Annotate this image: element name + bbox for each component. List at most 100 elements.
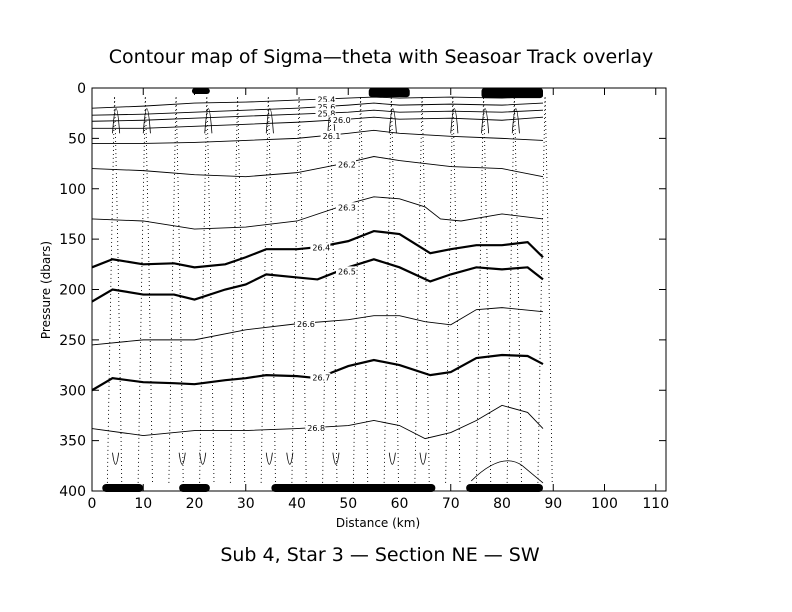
x-tick-label: 60 bbox=[391, 496, 409, 512]
contour-label-bg bbox=[315, 94, 336, 104]
contour-label-bg bbox=[336, 266, 356, 276]
contour-label: 26.0 bbox=[333, 116, 351, 125]
contour-label: 26.8 bbox=[307, 424, 325, 433]
track-profile bbox=[475, 96, 492, 483]
contour-line bbox=[91, 156, 544, 178]
contour-label: 26.3 bbox=[338, 203, 356, 212]
x-tick-label: 20 bbox=[186, 496, 204, 512]
y-tick-label: 300 bbox=[59, 383, 86, 399]
y-tick-label: 200 bbox=[59, 283, 86, 299]
x-tick-label: 30 bbox=[237, 496, 255, 512]
y-tick-label: 0 bbox=[77, 81, 86, 97]
bottom-blob bbox=[271, 483, 436, 493]
track-profile bbox=[445, 96, 461, 483]
plot-frame bbox=[91, 87, 667, 492]
x-axis-label: Distance (km) bbox=[336, 516, 420, 530]
x-tick-label: 10 bbox=[134, 496, 152, 512]
contour-line bbox=[91, 95, 544, 109]
y-tick-label: 350 bbox=[59, 434, 86, 450]
contour-line bbox=[92, 129, 544, 144]
track-bottom-hook bbox=[332, 452, 340, 465]
track-surface-loop bbox=[388, 108, 397, 134]
contour-label-bg bbox=[330, 115, 351, 125]
contour-label: 26.5 bbox=[338, 267, 356, 276]
track-profile bbox=[199, 96, 215, 483]
track-profile bbox=[352, 96, 369, 483]
contour-label: 26.1 bbox=[323, 132, 341, 141]
surface-blob bbox=[481, 88, 543, 99]
contour-label: 25.4 bbox=[318, 95, 336, 104]
x-tick-label: 100 bbox=[591, 496, 618, 512]
contour-line bbox=[91, 353, 544, 392]
contour-label-bg bbox=[320, 130, 341, 140]
track-profile bbox=[168, 96, 184, 483]
contour-label: 26.4 bbox=[312, 244, 330, 253]
small-contour bbox=[470, 460, 544, 484]
contour-label: 25.8 bbox=[318, 109, 336, 118]
contour-line bbox=[91, 196, 544, 230]
track-bottom-hook bbox=[178, 452, 186, 465]
track-surface-loop bbox=[511, 108, 520, 134]
x-tick-label: 0 bbox=[88, 496, 97, 512]
contour-label-bg bbox=[336, 202, 356, 212]
contour-label-bg bbox=[310, 372, 331, 382]
track-bottom-hook bbox=[112, 452, 120, 465]
contour-label: 25.6 bbox=[318, 103, 336, 112]
y-tick-label: 150 bbox=[59, 232, 86, 248]
contour-line bbox=[91, 109, 544, 122]
track-surface-loop bbox=[450, 108, 459, 134]
x-tick-label: 90 bbox=[544, 496, 562, 512]
contour-label-bg bbox=[336, 159, 356, 169]
contour-line bbox=[92, 116, 544, 129]
contour-line bbox=[91, 102, 544, 116]
x-tick-label: 80 bbox=[493, 496, 511, 512]
chart-title: Contour map of Sigma—theta with Seasoar … bbox=[109, 46, 653, 68]
y-tick-label: 100 bbox=[59, 182, 86, 198]
x-tick-label: 70 bbox=[442, 496, 460, 512]
track-surface-loop bbox=[481, 108, 490, 134]
contour-label: 26.6 bbox=[297, 320, 315, 329]
bottom-blob bbox=[102, 483, 144, 493]
y-tick-label: 50 bbox=[68, 131, 86, 147]
bottom-blob bbox=[466, 483, 543, 493]
seasoar-track-overlay bbox=[106, 96, 553, 483]
x-tick-label: 110 bbox=[642, 496, 669, 512]
track-bottom-hook bbox=[286, 452, 294, 465]
contour-label: 26.2 bbox=[338, 161, 356, 170]
contour-label-bg bbox=[295, 318, 315, 328]
track-surface-loop bbox=[142, 108, 151, 134]
track-bottom-hook bbox=[388, 452, 396, 465]
x-tick-label: 50 bbox=[339, 496, 357, 512]
y-tick-label: 400 bbox=[59, 484, 86, 500]
y-tick-label: 250 bbox=[59, 333, 86, 349]
contour-label-bg bbox=[305, 422, 326, 432]
track-profile bbox=[414, 96, 430, 483]
contour-line bbox=[91, 404, 544, 440]
contour-lines: 25.425.625.826.0 26.1 26.2 26.3 26.4 26.5 26.6… bbox=[91, 94, 544, 440]
contour-label: 26.7 bbox=[312, 374, 330, 383]
track-profile bbox=[229, 96, 246, 483]
track-profile bbox=[137, 96, 153, 483]
contour-line bbox=[91, 258, 544, 303]
contour-label-bg bbox=[310, 242, 331, 252]
track-surface-loop bbox=[265, 108, 274, 134]
axis-ticks: 0 10 20 30 40 50 60 70 80 90 100 110 0 50 100 150 200 250… bbox=[59, 81, 669, 512]
track-profile bbox=[260, 96, 276, 483]
track-bottom-hook bbox=[199, 452, 207, 465]
track-bottom-hook bbox=[419, 452, 427, 465]
chart-subtitle: Sub 4, Star 3 — Section NE — SW bbox=[220, 544, 540, 566]
track-surface-loop bbox=[204, 108, 213, 134]
x-tick-label: 40 bbox=[288, 496, 306, 512]
data-coverage-blobs bbox=[102, 88, 544, 493]
contour-line bbox=[91, 307, 544, 346]
surface-blob bbox=[368, 88, 410, 98]
contour-label-bg bbox=[315, 108, 336, 118]
track-surface-loop bbox=[112, 108, 121, 134]
track-bottom-hook bbox=[265, 452, 273, 465]
contour-label-bg bbox=[315, 101, 336, 111]
track-profile bbox=[506, 96, 522, 483]
surface-blob bbox=[191, 88, 210, 95]
y-axis-label: Pressure (dbars) bbox=[39, 241, 53, 339]
track-profile bbox=[291, 96, 307, 483]
